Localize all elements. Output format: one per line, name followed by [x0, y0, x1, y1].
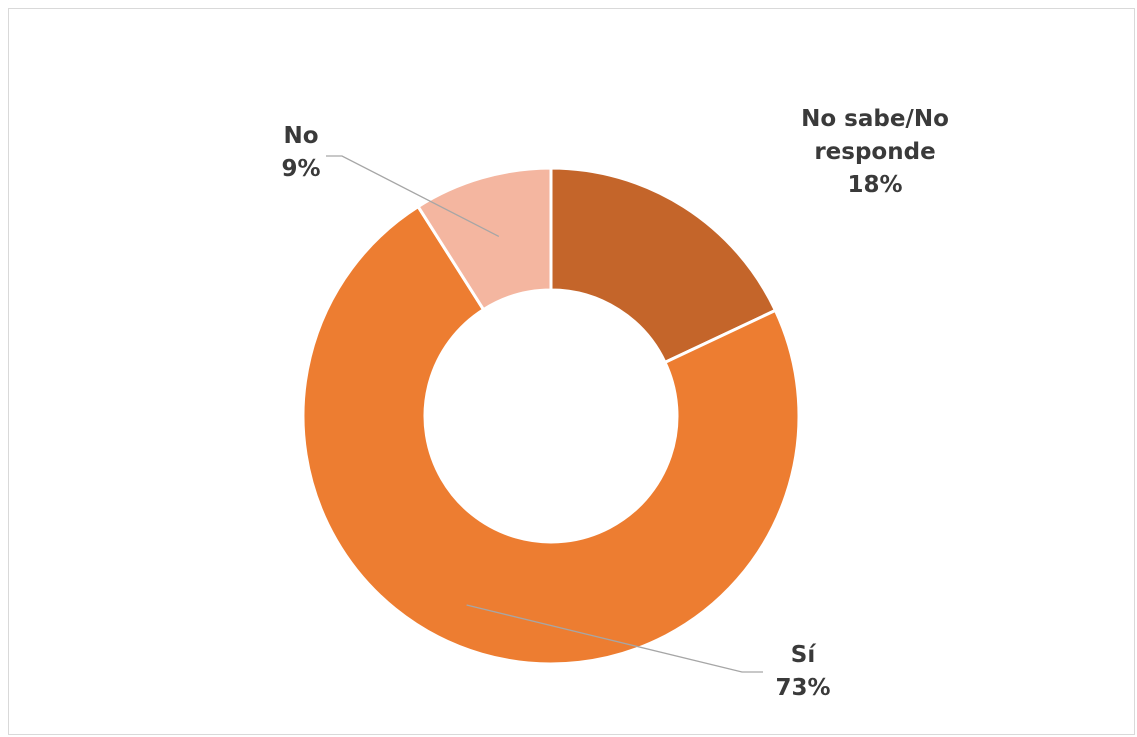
- label-no: No 9%: [246, 120, 356, 186]
- label-no-sabe-name: No sabe/No: [801, 106, 949, 132]
- label-si-name: Sí: [790, 642, 816, 668]
- label-si: Sí 73%: [748, 639, 858, 705]
- label-no-sabe: No sabe/No responde 18%: [755, 103, 995, 202]
- label-no-value: 9%: [281, 156, 321, 182]
- label-no-sabe-value: 18%: [847, 172, 903, 198]
- slice-s-: [301, 204, 801, 666]
- leader-line-si: [466, 604, 763, 673]
- label-si-value: 73%: [775, 675, 831, 701]
- leader-lines: [326, 155, 763, 673]
- label-no-sabe-name-line2: responde: [814, 139, 936, 165]
- leader-line-no: [326, 155, 500, 238]
- donut-slices: [301, 166, 801, 666]
- slice-no: [416, 166, 553, 312]
- label-no-name: No: [283, 123, 319, 149]
- slice-no-sabe-no-responde: [549, 166, 778, 365]
